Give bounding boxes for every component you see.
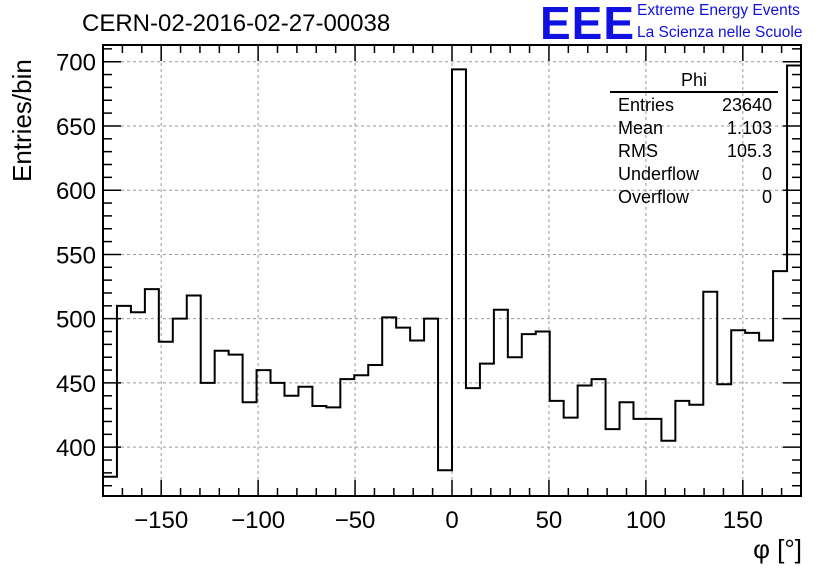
- logo-line-2: La Scienza nelle Scuole: [637, 24, 803, 41]
- y-tick-label: 550: [56, 242, 96, 269]
- stats-value: 23640: [721, 95, 772, 115]
- tick-labels: −150 −100 −50 0 50 100 150 400 450 500 550 600 650 70…: [56, 50, 763, 534]
- stats-row-entries: Entries 23640: [610, 93, 778, 116]
- x-tick-label: −150: [134, 507, 188, 534]
- stats-row-rms: RMS 105.3: [610, 139, 778, 162]
- x-axis-label: φ [°]: [753, 534, 802, 564]
- logo-line-1: Extreme Energy Events: [637, 2, 800, 19]
- y-tick-label: 650: [56, 114, 96, 141]
- y-tick-label: 400: [56, 435, 96, 462]
- y-tick-label: 700: [56, 50, 96, 77]
- stats-title: Phi: [610, 70, 778, 93]
- stats-value: 0: [761, 164, 772, 184]
- y-tick-label: 600: [56, 178, 96, 205]
- stats-label: Entries: [618, 95, 675, 115]
- x-tick-label: 50: [536, 507, 563, 534]
- stats-value: 0: [761, 187, 772, 207]
- stats-label: Overflow: [618, 187, 690, 207]
- stats-row-underflow: Underflow 0: [610, 162, 778, 185]
- histogram-step-line: [102, 64, 802, 496]
- x-tick-label: 0: [445, 507, 458, 534]
- x-tick-label: 150: [723, 507, 763, 534]
- stats-label: RMS: [618, 141, 658, 161]
- stats-value: 105.3: [726, 141, 772, 161]
- stats-value: 1.103: [726, 118, 772, 138]
- y-tick-label: 450: [56, 371, 96, 398]
- x-tick-label: 100: [626, 507, 666, 534]
- stats-label: Underflow: [618, 164, 700, 184]
- y-tick-label: 500: [56, 307, 96, 334]
- x-tick-label: −100: [231, 507, 285, 534]
- eee-logo: EEE: [540, 0, 636, 49]
- x-tick-label: −50: [335, 507, 376, 534]
- stats-row-mean: Mean 1.103: [610, 116, 778, 139]
- y-axis-label: Entries/bin: [7, 59, 37, 182]
- stats-row-overflow: Overflow 0: [610, 185, 778, 208]
- chart-title: CERN-02-2016-02-27-00038: [82, 10, 391, 37]
- axis-ticks: [102, 45, 802, 496]
- stats-box: Phi Entries 23640 Mean 1.103 RMS 105.3 U…: [610, 70, 778, 208]
- stats-label: Mean: [618, 118, 664, 138]
